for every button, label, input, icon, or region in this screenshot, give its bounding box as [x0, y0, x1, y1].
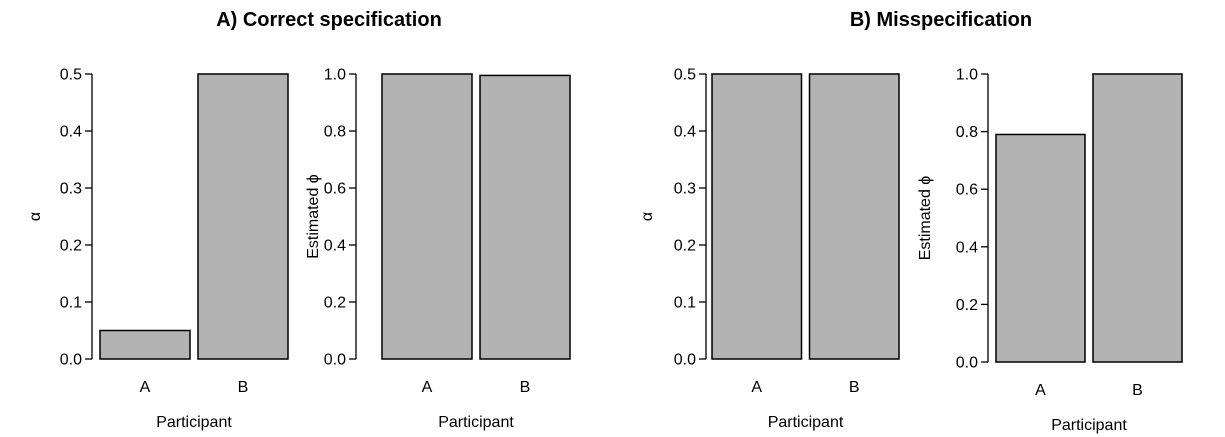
y-tick-label: 0.0: [956, 355, 978, 372]
chart-4: 0.0 0.2 0.4 0.6 0.8 1.0 A B Participant Estimated…: [917, 67, 1183, 434]
y-tick-label: 0.2: [674, 238, 696, 255]
y-tick-label: 0.0: [674, 352, 696, 369]
bar-b: [479, 74, 571, 360]
y-tick-label: 0.3: [60, 181, 82, 198]
x-axis-label: Participant: [768, 414, 844, 431]
x-category-label: B: [238, 379, 249, 396]
panel-title-b: B) Misspecification: [850, 9, 1032, 31]
bar-b: [1092, 73, 1183, 363]
y-tick-label: 0.3: [674, 181, 696, 198]
y-tick-label: 0.8: [956, 124, 978, 141]
chart-2: 0.0 0.2 0.4 0.6 0.8 1.0 A B Participant Estimated…: [305, 67, 571, 431]
x-category-label: A: [140, 379, 151, 396]
x-category-label: B: [1132, 382, 1143, 399]
y-tick-label: 0.6: [956, 182, 978, 199]
bar-a: [99, 329, 191, 360]
panel-title-a: A) Correct specification: [216, 9, 442, 31]
y-tick-label: 1.0: [324, 67, 346, 84]
charts-group: 0.00.10.20.30.40.5A BParticipantα0.00.20.…: [27, 67, 1183, 434]
y-tick-label: 0.1: [60, 295, 82, 312]
chart-1: 0.0 0.1 0.2 0.3 0.4 0.5 A B Participant α: [27, 67, 289, 431]
y-tick-label: 0.2: [324, 295, 346, 312]
x-category-label: A: [1035, 382, 1046, 399]
x-axis-label: Participant: [438, 414, 514, 431]
y-tick-label: 0.2: [956, 297, 978, 314]
y-axis-label: α: [27, 212, 44, 221]
bar-a: [381, 73, 473, 360]
bar-b: [197, 73, 289, 360]
y-tick-label: 0.4: [60, 124, 82, 141]
y-tick-label: 0.5: [674, 67, 696, 84]
bar-a: [711, 73, 803, 360]
y-tick-label: 0.6: [324, 181, 346, 198]
y-axis-label: Estimated ϕ: [305, 174, 322, 259]
x-category-label: A: [751, 379, 762, 396]
y-tick-label: 0.0: [60, 352, 82, 369]
x-axis-label: Participant: [1051, 417, 1127, 434]
x-category-label: B: [520, 379, 531, 396]
x-category-label: A: [422, 379, 433, 396]
bar-a: [995, 133, 1086, 363]
y-tick-label: 0.2: [60, 238, 82, 255]
y-tick-label: 0.4: [674, 124, 696, 141]
chart-3: 0.0 0.1 0.2 0.3 0.4 0.5 A B Participant α: [639, 67, 900, 431]
x-axis-label: Participant: [156, 414, 232, 431]
y-tick-label: 0.4: [324, 238, 346, 255]
y-tick-label: 0.8: [324, 124, 346, 141]
y-tick-label: 0.0: [324, 352, 346, 369]
y-tick-label: 0.4: [956, 239, 978, 256]
y-axis-label: Estimated ϕ: [917, 176, 934, 261]
y-tick-label: 1.0: [956, 67, 978, 84]
y-tick-label: 0.5: [60, 67, 82, 84]
bar-b: [808, 73, 900, 360]
x-category-label: B: [849, 379, 860, 396]
y-axis-label: α: [639, 212, 656, 221]
y-tick-label: 0.1: [674, 295, 696, 312]
